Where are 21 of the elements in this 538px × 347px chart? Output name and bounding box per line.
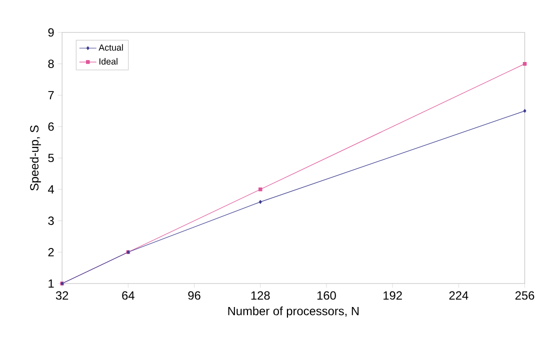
x-tick-label: 192 xyxy=(384,291,402,300)
y-tick-label: 5 xyxy=(48,154,54,162)
x-axis-title: Number of processors, N xyxy=(228,306,359,318)
x-tick-label: 256 xyxy=(515,291,534,300)
x-tick-label: 160 xyxy=(317,291,336,300)
x-tick-label: 32 xyxy=(56,291,68,300)
x-tick-label: 128 xyxy=(251,291,270,300)
x-tick-label: 224 xyxy=(449,291,468,300)
y-tick-label: 9 xyxy=(48,28,54,37)
y-tick-label: 6 xyxy=(48,122,54,131)
y-tick-label: 8 xyxy=(48,59,54,68)
legend-label: Ideal xyxy=(99,58,118,64)
y-tick-label: 7 xyxy=(48,90,54,100)
y-tick-label: 4 xyxy=(48,185,54,194)
legend-label: Actual xyxy=(98,44,123,51)
y-axis-title: Speed-up, S xyxy=(30,125,41,190)
x-tick-label: 64 xyxy=(122,291,134,300)
y-tick-label: 1 xyxy=(48,279,54,288)
x-tick-label: 96 xyxy=(188,291,200,300)
y-tick-label: 3 xyxy=(48,216,54,225)
y-tick-label: 2 xyxy=(48,248,54,256)
